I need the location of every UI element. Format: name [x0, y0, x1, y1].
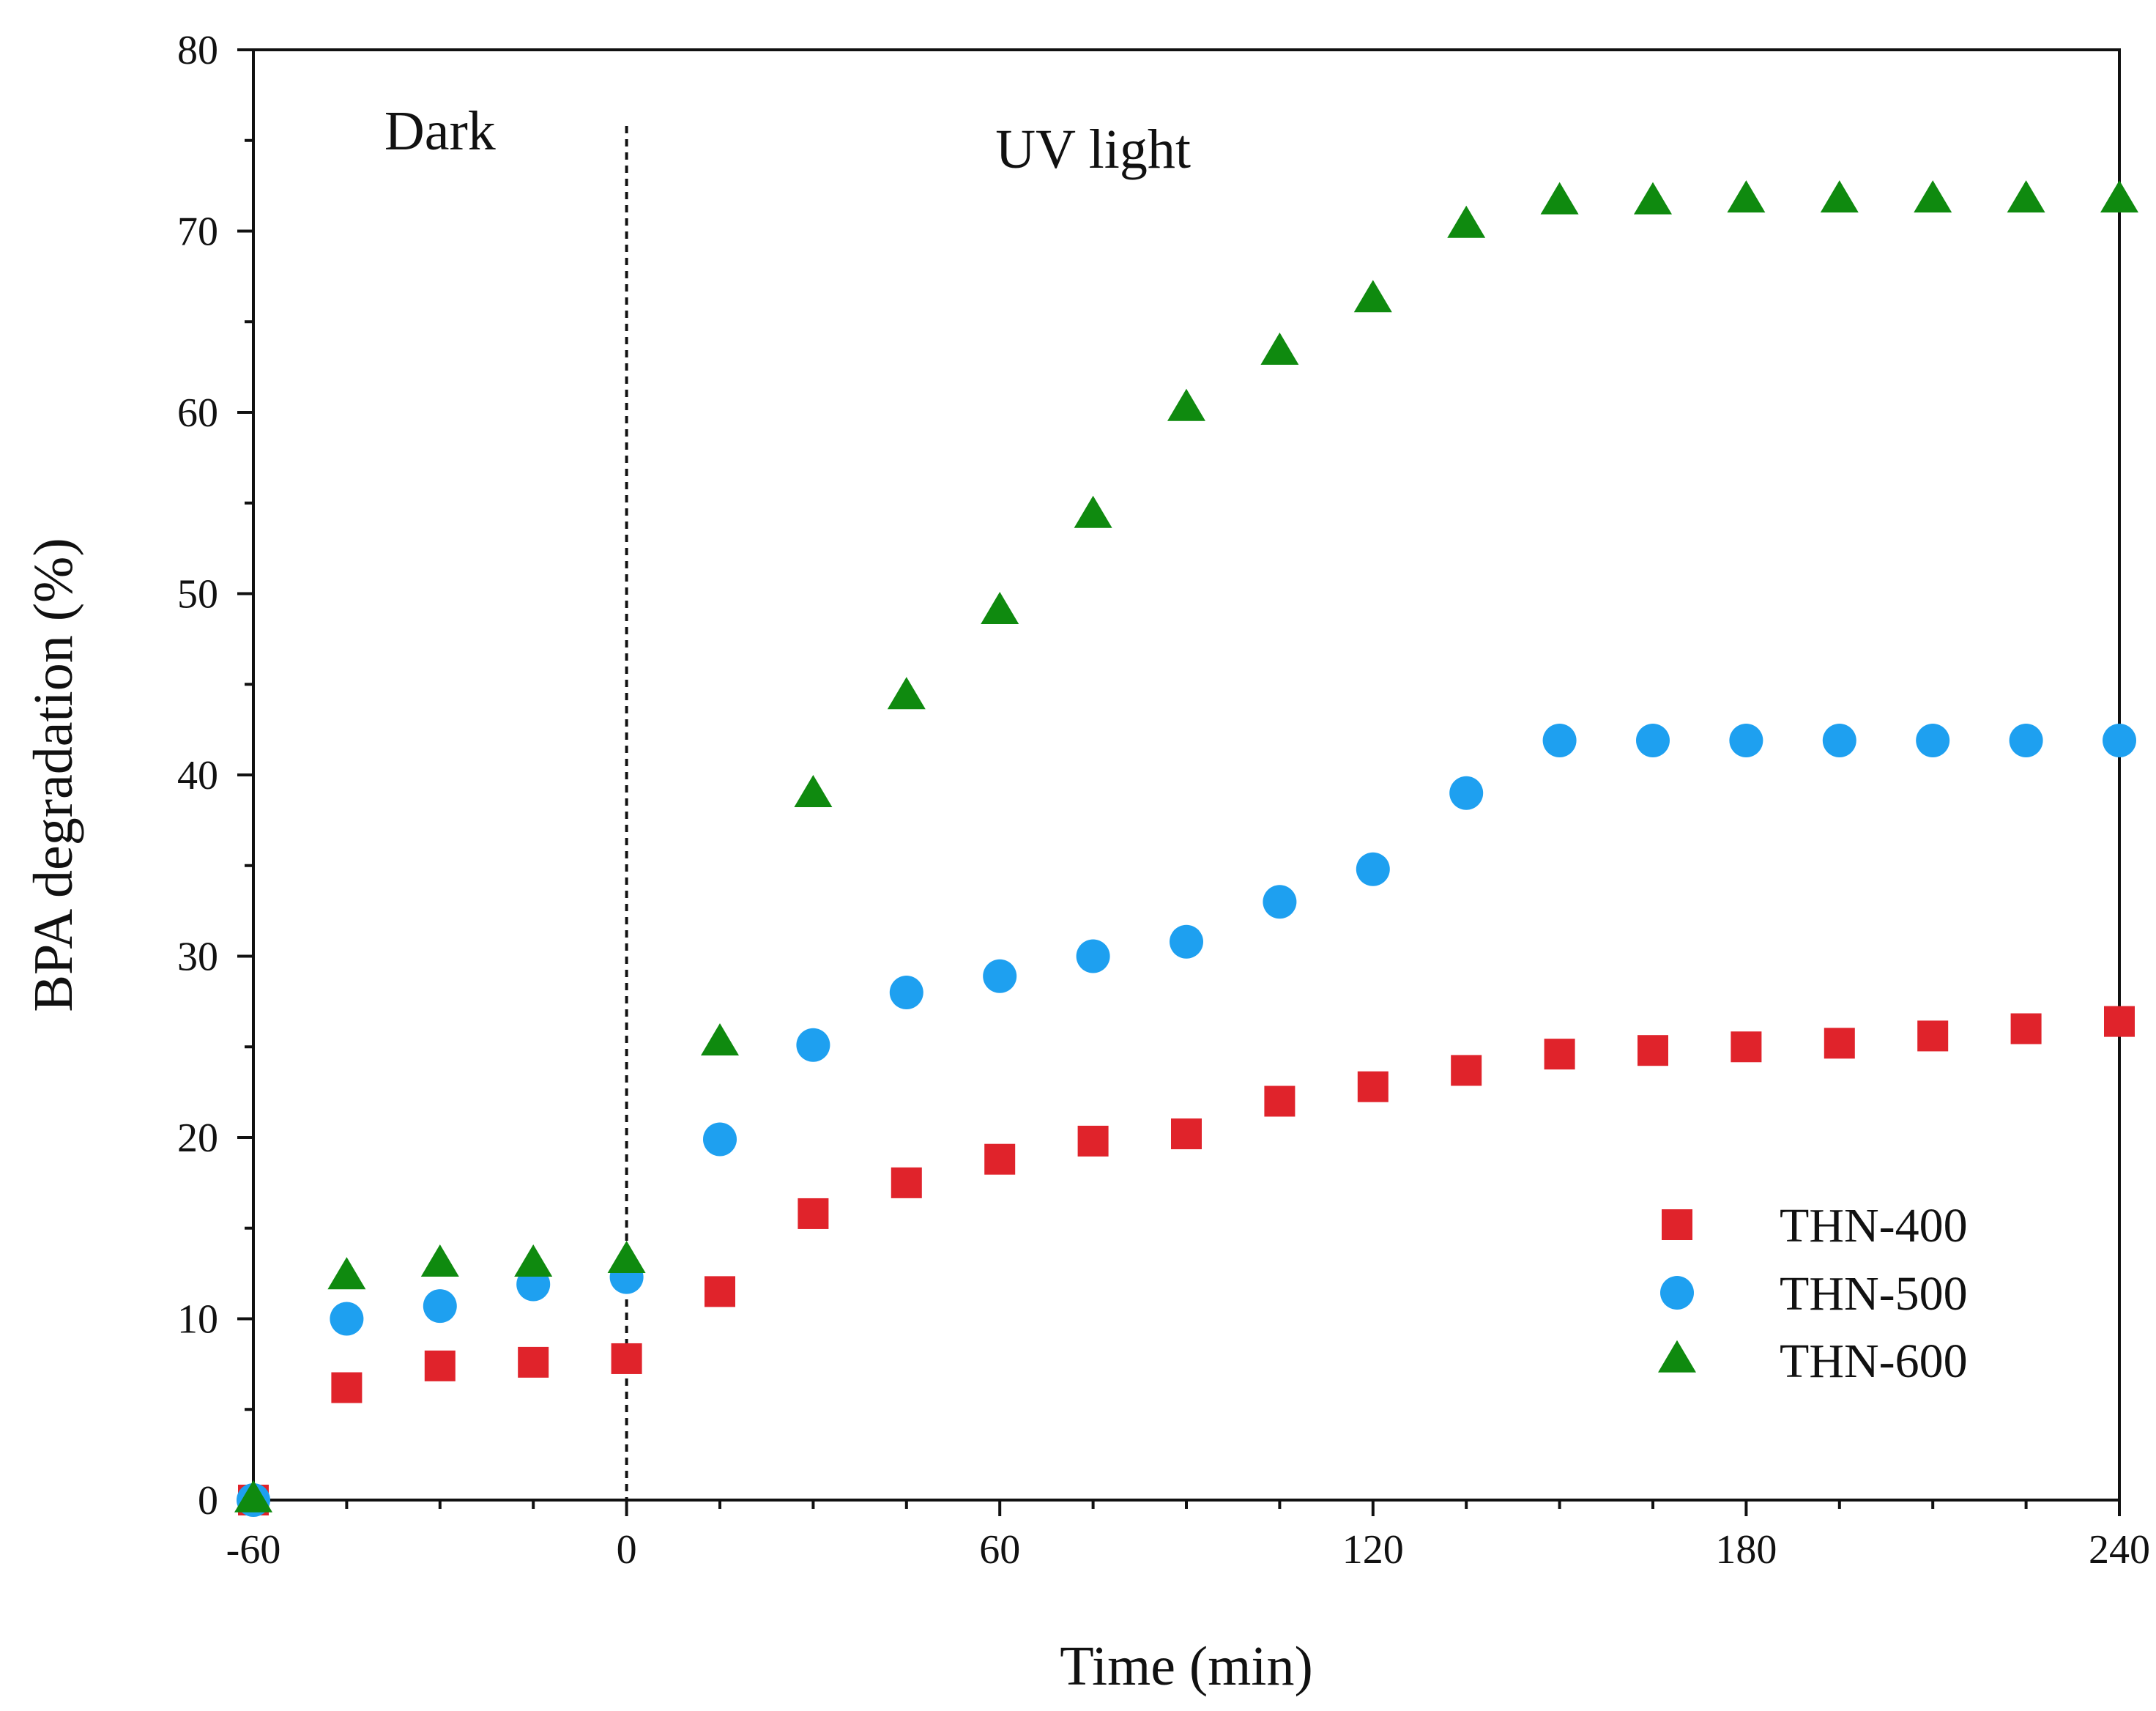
data-point-thn-400: [798, 1198, 829, 1229]
data-point-thn-400: [1077, 1125, 1109, 1157]
x-axis-title: Time (min): [1060, 1636, 1313, 1697]
x-tick-label: -60: [226, 1527, 281, 1573]
data-point-thn-400: [1264, 1085, 1296, 1117]
annotation-dark: Dark: [384, 100, 496, 162]
data-point-thn-500: [423, 1289, 457, 1324]
data-point-thn-500: [1170, 924, 1203, 959]
legend-label-thn-400: THN-400: [1780, 1199, 1968, 1252]
data-point-thn-500: [1263, 885, 1297, 919]
legend-item-thn-600: THN-600: [1658, 1335, 1968, 1388]
data-point-thn-600: [2007, 180, 2045, 213]
data-point-thn-500: [330, 1302, 364, 1336]
y-tick-label: 30: [177, 935, 218, 980]
data-point-thn-400: [984, 1143, 1016, 1175]
data-point-thn-600: [1727, 180, 1766, 213]
data-point-thn-400: [2104, 1006, 2135, 1037]
legend-item-thn-400: THN-400: [1662, 1199, 1968, 1252]
data-point-thn-600: [1353, 280, 1392, 313]
data-point-thn-600: [607, 1241, 646, 1274]
x-tick-label: 0: [617, 1527, 637, 1573]
legend-symbol-thn-400: [1662, 1209, 1692, 1240]
data-point-thn-500: [2009, 723, 2043, 757]
y-tick-label: 10: [177, 1297, 218, 1343]
data-point-thn-500: [1356, 852, 1390, 886]
data-point-thn-500: [1916, 723, 1950, 757]
data-point-thn-600: [514, 1244, 553, 1277]
y-tick-label: 70: [177, 209, 218, 255]
data-point-thn-400: [611, 1343, 642, 1374]
data-point-thn-600: [1260, 333, 1299, 365]
data-point-thn-500: [889, 976, 923, 1009]
legend-symbol-thn-600: [1658, 1340, 1696, 1373]
data-point-thn-500: [1076, 939, 1110, 973]
data-point-thn-600: [701, 1023, 739, 1056]
data-point-thn-400: [1638, 1035, 1668, 1066]
data-point-thn-600: [1074, 495, 1112, 528]
data-point-thn-500: [703, 1122, 737, 1157]
series-thn-500: [237, 723, 2136, 1517]
data-point-thn-400: [705, 1276, 735, 1307]
y-tick-label: 80: [177, 28, 218, 73]
data-point-thn-400: [1731, 1031, 1762, 1063]
legend-marker-thn-600: [1658, 1340, 1696, 1373]
legend-marker-thn-400: [1662, 1209, 1692, 1240]
x-tick-label: 240: [2089, 1527, 2150, 1573]
y-axis-title: BPA degradation (%): [23, 538, 84, 1012]
series-thn-600: [234, 180, 2138, 1513]
x-tick-label: 60: [979, 1527, 1020, 1573]
y-tick-label: 60: [177, 390, 218, 436]
data-point-thn-400: [331, 1372, 363, 1403]
data-point-thn-400: [891, 1167, 922, 1198]
data-point-thn-500: [983, 959, 1017, 993]
data-point-thn-400: [1451, 1055, 1482, 1086]
data-point-thn-600: [1167, 388, 1205, 421]
y-tick-label: 0: [198, 1478, 218, 1523]
data-markers: [234, 180, 2138, 1517]
data-point-thn-400: [424, 1350, 456, 1381]
data-point-thn-600: [1820, 180, 1859, 213]
data-point-thn-600: [1447, 205, 1486, 238]
data-point-thn-500: [796, 1028, 830, 1062]
legend-symbol-thn-500: [1660, 1276, 1694, 1310]
data-point-thn-400: [1917, 1020, 1949, 1052]
annotation-uv-light: UV light: [995, 119, 1191, 180]
data-point-thn-500: [1542, 723, 1577, 757]
data-point-thn-500: [1729, 723, 1763, 757]
data-point-thn-600: [794, 774, 833, 807]
legend-item-thn-500: THN-500: [1660, 1267, 1968, 1321]
data-point-thn-400: [518, 1346, 549, 1378]
data-point-thn-500: [2103, 723, 2136, 757]
legend-label-thn-500: THN-500: [1780, 1267, 1968, 1321]
data-point-thn-600: [420, 1244, 459, 1277]
y-tick-label: 40: [177, 753, 218, 798]
y-tick-label: 50: [177, 572, 218, 617]
data-point-thn-600: [981, 591, 1019, 624]
data-point-thn-400: [2010, 1013, 2042, 1044]
data-point-thn-500: [1822, 723, 1856, 757]
data-point-thn-400: [1171, 1118, 1202, 1150]
legend-label-thn-600: THN-600: [1780, 1335, 1968, 1388]
data-point-thn-600: [1914, 180, 1952, 213]
data-point-thn-600: [887, 677, 926, 710]
data-point-thn-400: [1544, 1039, 1575, 1070]
axis-ticks: [237, 48, 2121, 1516]
data-point-thn-600: [234, 1480, 272, 1513]
legend: THN-400 THN-500 THN-600: [1658, 1199, 1968, 1388]
data-point-thn-600: [1634, 182, 1672, 215]
data-point-thn-600: [2100, 180, 2138, 213]
x-tick-label: 120: [1342, 1527, 1404, 1573]
data-point-thn-600: [1540, 182, 1579, 215]
legend-marker-thn-500: [1660, 1276, 1694, 1310]
y-tick-label: 20: [177, 1116, 218, 1161]
series-thn-400: [238, 1006, 2135, 1515]
data-point-thn-400: [1824, 1028, 1855, 1059]
data-point-thn-600: [327, 1257, 366, 1290]
data-point-thn-500: [1449, 776, 1484, 810]
x-tick-label: 180: [1715, 1527, 1777, 1573]
data-point-thn-400: [1357, 1071, 1389, 1102]
data-point-thn-500: [1636, 723, 1670, 757]
